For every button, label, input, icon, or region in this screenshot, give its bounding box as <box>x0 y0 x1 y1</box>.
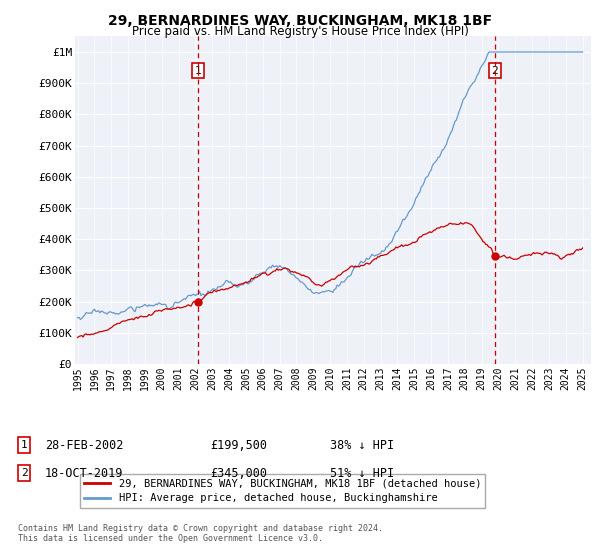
Text: £199,500: £199,500 <box>210 438 267 452</box>
Text: 1: 1 <box>194 66 202 76</box>
Text: 29, BERNARDINES WAY, BUCKINGHAM, MK18 1BF: 29, BERNARDINES WAY, BUCKINGHAM, MK18 1B… <box>108 14 492 28</box>
Text: Contains HM Land Registry data © Crown copyright and database right 2024.: Contains HM Land Registry data © Crown c… <box>18 524 383 533</box>
Legend: 29, BERNARDINES WAY, BUCKINGHAM, MK18 1BF (detached house), HPI: Average price, : 29, BERNARDINES WAY, BUCKINGHAM, MK18 1B… <box>80 474 485 507</box>
Text: £345,000: £345,000 <box>210 466 267 480</box>
Text: 18-OCT-2019: 18-OCT-2019 <box>45 466 124 480</box>
Text: 2: 2 <box>491 66 498 76</box>
Text: 38% ↓ HPI: 38% ↓ HPI <box>330 438 394 452</box>
Text: Price paid vs. HM Land Registry's House Price Index (HPI): Price paid vs. HM Land Registry's House … <box>131 25 469 38</box>
Text: 2: 2 <box>20 468 28 478</box>
Text: This data is licensed under the Open Government Licence v3.0.: This data is licensed under the Open Gov… <box>18 534 323 543</box>
Text: 1: 1 <box>20 440 28 450</box>
Text: 51% ↓ HPI: 51% ↓ HPI <box>330 466 394 480</box>
Text: 28-FEB-2002: 28-FEB-2002 <box>45 438 124 452</box>
